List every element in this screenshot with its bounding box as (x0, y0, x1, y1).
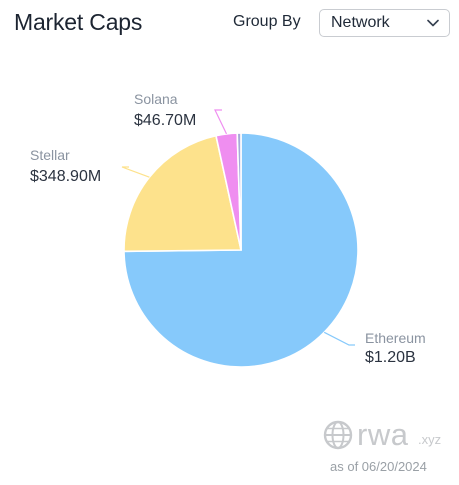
watermark-suffix: .xyz (418, 432, 442, 447)
pie-slice-ethereum[interactable] (123, 132, 359, 368)
leader-line-ethereum (323, 331, 355, 346)
leader-line-stellar (121, 166, 150, 178)
watermark-brand: rwa (357, 417, 409, 452)
slice-label-solana: Solana (134, 91, 178, 107)
slice-label-stellar: Stellar (30, 147, 70, 163)
leader-line-solana (214, 109, 228, 135)
slice-value-solana: $46.70M (134, 112, 196, 129)
pie-slice-other[interactable] (236, 132, 242, 251)
slice-value-stellar: $348.90M (30, 168, 101, 185)
pie-slice-stellar[interactable] (123, 134, 242, 253)
page-title: Market Caps (14, 9, 143, 35)
as-of-date: as of 06/20/2024 (330, 459, 427, 474)
slice-value-ethereum: $1.20B (365, 349, 416, 366)
chevron-down-icon (427, 19, 439, 27)
globe-icon (323, 420, 353, 450)
slice-label-ethereum: Ethereum (365, 330, 426, 346)
group-by-label: Group By (233, 13, 301, 30)
group-by-value: Network (331, 14, 390, 31)
group-by-select[interactable]: Network (319, 9, 450, 37)
